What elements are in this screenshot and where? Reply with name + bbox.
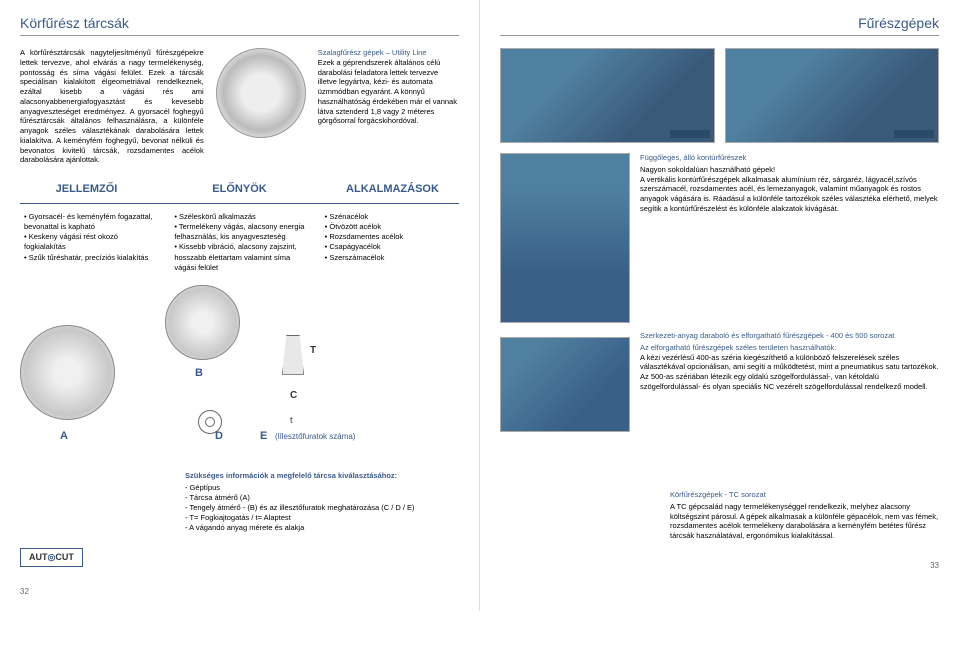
- tooth-icon: [282, 335, 304, 375]
- app-item: Szerszámacélok: [325, 253, 459, 263]
- desc-body: A TC gépcsalád nagy termelékenységgel re…: [670, 502, 939, 541]
- page-number-right: 33: [500, 561, 939, 570]
- center-bore-inner-icon: [205, 417, 215, 427]
- app-item: Csapágyacélok: [325, 242, 459, 252]
- intro-right-body: Ezek a géprendszerek általános célú dara…: [318, 58, 459, 126]
- blade-b-icon: [165, 285, 240, 360]
- label-b: B: [195, 367, 203, 379]
- intro-right-col: Szalagfűrész gépek – Utility Line Ezek a…: [318, 48, 459, 165]
- info-line: - T= Fogkiajtogatás / t= Alaptest: [185, 513, 459, 523]
- desc-title: Függőleges, álló kontúrfűrészek: [640, 153, 939, 163]
- logo-row: AUT◎CUT: [20, 548, 459, 567]
- info-title: Szükséges információk a megfelelő tárcsa…: [185, 471, 459, 481]
- advantage-item: Termelékeny vágás, alacsony energia felh…: [174, 222, 308, 242]
- info-line: - Géptípus: [185, 483, 459, 493]
- machine-image: [725, 48, 940, 143]
- autocut-logo: AUT◎CUT: [20, 548, 83, 567]
- features-col: Gyorsacél- és keményfém fogazattal, bevo…: [20, 212, 158, 273]
- apps-col: Szénacélok Ötvözött acélok Rozsdamentes …: [321, 212, 459, 273]
- machine-image: [500, 48, 715, 143]
- divider: [20, 203, 459, 204]
- label-a: A: [60, 430, 68, 442]
- desc-block-3: Körfűrészgépek - TC sorozat A TC gépcsal…: [670, 490, 939, 541]
- intro-paragraph: A körfűrésztárcsák nagyteljesítményű fűr…: [20, 48, 204, 165]
- desc-sub: Nagyon sokoldalúan használható gépek!: [640, 165, 939, 175]
- advantage-item: Széleskörű alkalmazás: [174, 212, 308, 222]
- section-advantages: ELŐNYÖK: [173, 183, 306, 195]
- info-line: - Tengely átmérő - (B) és az illesztőfur…: [185, 503, 459, 513]
- machine-image-side: [500, 337, 630, 432]
- label-e-text: (Illesztőfuratok száma): [275, 432, 355, 441]
- section-header-row: JELLEMZŐI ELŐNYÖK ALKALMAZÁSOK: [20, 183, 459, 195]
- advantages-col: Széleskörű alkalmazás Termelékeny vágás,…: [170, 212, 308, 273]
- section-applications: ALKALMAZÁSOK: [326, 183, 459, 195]
- label-e: E: [260, 430, 267, 442]
- blade-diagram: A B D E (Illesztőfuratok száma) T C t: [20, 285, 459, 465]
- desc-block-1: Függőleges, álló kontúrfűrészek Nagyon s…: [640, 153, 939, 214]
- feature-item: Keskeny vágási rést okozó fogkialakítás: [24, 232, 158, 252]
- label-t2: t: [290, 415, 293, 425]
- intro-right-title: Szalagfűrész gépek – Utility Line: [318, 48, 459, 58]
- blade-image: [216, 48, 306, 138]
- label-t: T: [310, 345, 316, 356]
- app-item: Ötvözött acélok: [325, 222, 459, 232]
- info-line: - Tárcsa átmérő (A): [185, 493, 459, 503]
- info-block: Szükséges információk a megfelelő tárcsa…: [185, 471, 459, 534]
- label-c: C: [290, 390, 297, 401]
- app-item: Rozsdamentes acélok: [325, 232, 459, 242]
- advantage-item: Kissebb vibráció, alacsony zajszint, hos…: [174, 242, 308, 272]
- blade-a-icon: [20, 325, 115, 420]
- info-line: - A vágandó anyag mérete és alakja: [185, 523, 459, 533]
- machine-image-tall: [500, 153, 630, 323]
- label-d: D: [215, 430, 223, 442]
- desc-title: Körfűrészgépek - TC sorozat: [670, 490, 939, 500]
- page-title-left: Körfűrész tárcsák: [20, 15, 129, 31]
- app-item: Szénacélok: [325, 212, 459, 222]
- page-number-left: 32: [20, 587, 459, 596]
- desc-body: A vertikális kontúrfűrészgépek alkalmasa…: [640, 175, 939, 214]
- section-features: JELLEMZŐI: [20, 183, 153, 195]
- page-title-right: Fűrészgépek: [858, 15, 939, 31]
- feature-item: Gyorsacél- és keményfém fogazattal, bevo…: [24, 212, 158, 232]
- feature-item: Szűk tűréshatár, precíziós kialakítás: [24, 253, 158, 263]
